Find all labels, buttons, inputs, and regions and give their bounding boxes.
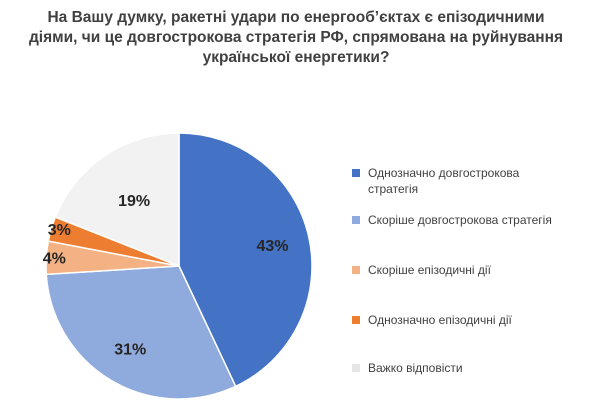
chart-legend: Однозначно довгострокова стратегія Скоріш… bbox=[352, 0, 592, 420]
chart-title-line-1: На Вашу думку, ракетні удари по енергооб… bbox=[47, 9, 545, 26]
legend-swatch-4 bbox=[352, 364, 360, 372]
legend-item-0: Однозначно довгострокова стратегія bbox=[352, 165, 558, 197]
legend-label-1: Скоріше довгострокова стратегія bbox=[368, 213, 552, 227]
legend-swatch-0 bbox=[352, 169, 360, 177]
data-label-4: 19% bbox=[118, 193, 150, 210]
pie-data-labels: 43% 31% 4% 3% 19% bbox=[43, 193, 289, 358]
legend-item-1: Скоріше довгострокова стратегія bbox=[352, 212, 558, 228]
legend-label-3: Однозначно епізодичні дії bbox=[368, 313, 512, 327]
legend-label-0: Однозначно довгострокова стратегія bbox=[368, 166, 520, 196]
chart-title-line-2: діями, чи це довгострокова стратегія РФ,… bbox=[28, 29, 564, 46]
data-label-2: 4% bbox=[43, 251, 66, 268]
data-label-1: 31% bbox=[114, 341, 146, 358]
chart-title-line-3: української енергетики? bbox=[202, 49, 390, 66]
data-label-3: 3% bbox=[48, 222, 71, 239]
pie-slice-1 bbox=[45, 265, 237, 400]
data-label-0: 43% bbox=[256, 238, 288, 255]
legend-label-2: Скоріше епізодичні дії bbox=[368, 263, 491, 277]
legend-swatch-3 bbox=[352, 316, 360, 324]
legend-item-4: Важко відповісти bbox=[352, 360, 558, 376]
legend-item-2: Скоріше епізодичні дії bbox=[352, 262, 558, 278]
legend-swatch-2 bbox=[352, 266, 360, 274]
chart-title: На Вашу думку, ракетні удари по енергооб… bbox=[0, 8, 592, 68]
legend-swatch-1 bbox=[352, 216, 360, 224]
legend-label-4: Важко відповісти bbox=[368, 361, 463, 375]
legend-item-3: Однозначно епізодичні дії bbox=[352, 312, 558, 328]
pie-slice-0 bbox=[178, 132, 313, 388]
pie-slices bbox=[45, 132, 313, 400]
pie-slice-4 bbox=[54, 132, 180, 268]
